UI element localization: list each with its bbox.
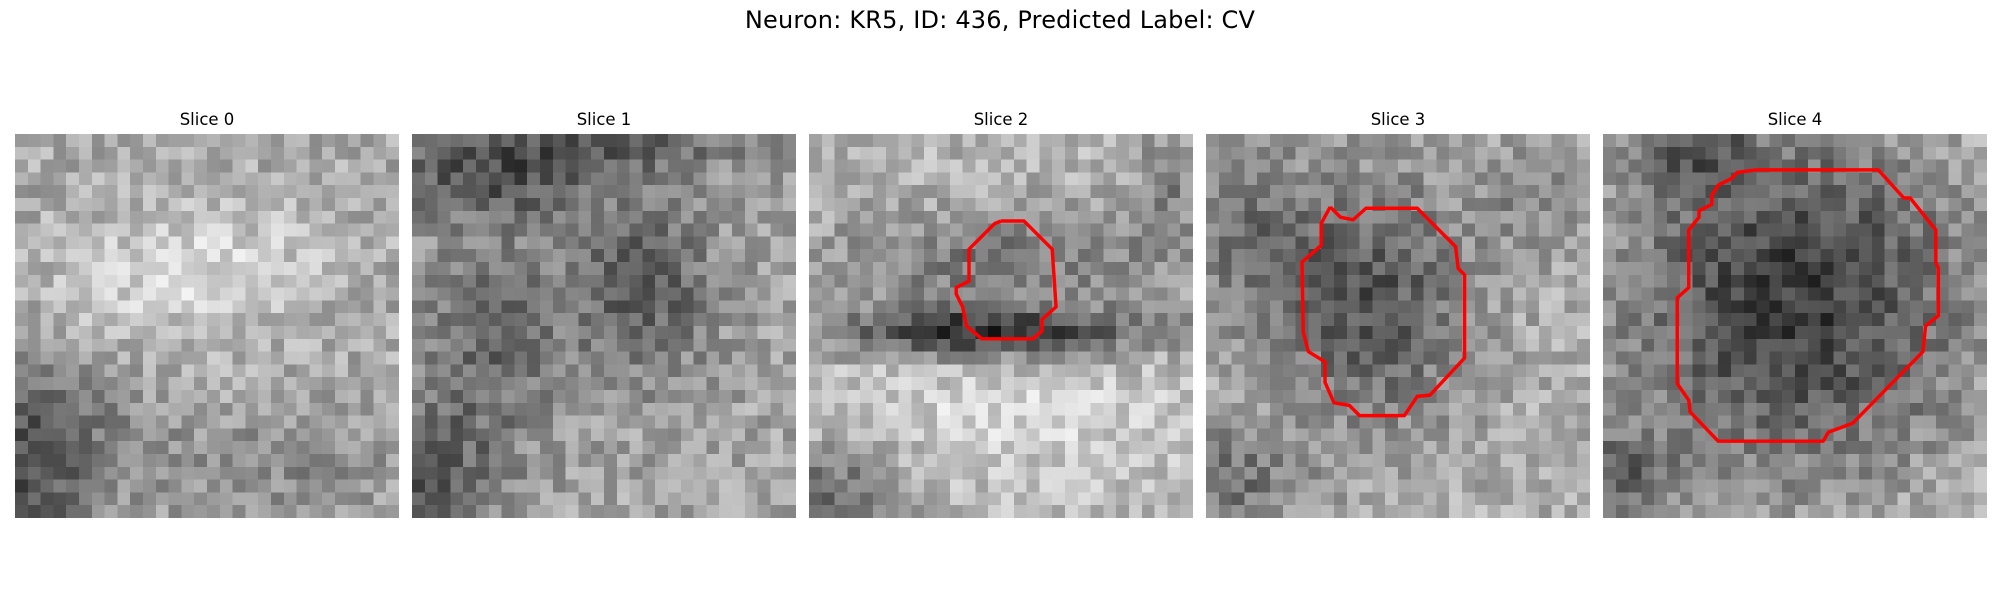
slice-image-3 [1206,134,1590,518]
slice-title-3: Slice 3 [1206,108,1590,132]
slice-image-4 [1603,134,1987,518]
slice-title-0: Slice 0 [15,108,399,132]
slice-panel-0: Slice 0 [15,108,399,518]
slice-title-1: Slice 1 [412,108,796,132]
slice-panel-1: Slice 1 [412,108,796,518]
slice-panel-3: Slice 3 [1206,108,1590,518]
slice-panel-4: Slice 4 [1603,108,1987,518]
slice-image-2 [809,134,1193,518]
slice-image-0 [15,134,399,518]
slice-image-1 [412,134,796,518]
figure-title: Neuron: KR5, ID: 436, Predicted Label: C… [0,6,2000,34]
slice-title-2: Slice 2 [809,108,1193,132]
slice-panel-2: Slice 2 [809,108,1193,518]
slice-title-4: Slice 4 [1603,108,1987,132]
